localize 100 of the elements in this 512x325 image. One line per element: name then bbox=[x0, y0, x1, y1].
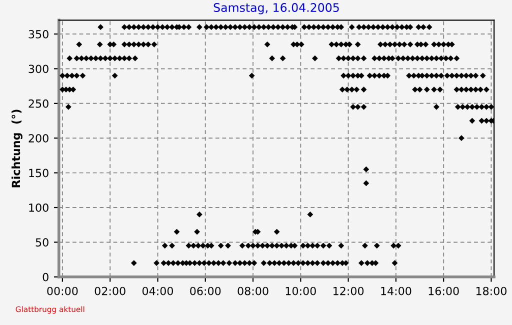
y-tick-label: 50 bbox=[36, 238, 48, 247]
point bbox=[80, 72, 86, 79]
point bbox=[195, 242, 202, 249]
point bbox=[126, 55, 132, 62]
point bbox=[372, 55, 378, 62]
point bbox=[206, 260, 212, 266]
y-tick-label: 300 bbox=[28, 64, 48, 74]
point bbox=[448, 55, 454, 62]
y-tick-label: 0 bbox=[42, 272, 48, 282]
point bbox=[358, 260, 364, 266]
point bbox=[245, 242, 252, 249]
point bbox=[88, 55, 94, 62]
point bbox=[194, 228, 200, 235]
point bbox=[174, 228, 180, 235]
point bbox=[260, 260, 267, 266]
point bbox=[404, 55, 411, 62]
point bbox=[354, 55, 361, 62]
point bbox=[406, 72, 412, 79]
point bbox=[266, 260, 273, 266]
point bbox=[438, 72, 444, 79]
point bbox=[463, 86, 470, 92]
point bbox=[251, 260, 258, 266]
point bbox=[354, 104, 361, 110]
point bbox=[364, 260, 370, 266]
point bbox=[363, 166, 370, 172]
point bbox=[280, 55, 286, 62]
point bbox=[225, 242, 231, 249]
point bbox=[416, 86, 423, 92]
point bbox=[274, 242, 280, 249]
point bbox=[422, 41, 429, 48]
point bbox=[454, 55, 460, 62]
point bbox=[387, 41, 393, 48]
point bbox=[366, 72, 373, 79]
point bbox=[345, 55, 352, 62]
point bbox=[410, 72, 417, 79]
point bbox=[338, 41, 344, 48]
y-tick-label: 250 bbox=[28, 99, 48, 108]
point bbox=[304, 260, 311, 266]
point bbox=[330, 260, 336, 266]
point bbox=[102, 55, 108, 62]
point bbox=[112, 72, 118, 79]
point bbox=[239, 242, 246, 249]
point bbox=[300, 242, 306, 249]
point bbox=[444, 72, 450, 79]
point bbox=[130, 260, 137, 266]
point bbox=[78, 55, 84, 62]
point bbox=[484, 118, 490, 124]
point bbox=[362, 242, 368, 249]
point bbox=[463, 72, 470, 79]
point bbox=[381, 55, 387, 62]
x-tick-label: 08:00 bbox=[238, 286, 268, 296]
point bbox=[186, 242, 192, 249]
point bbox=[396, 41, 402, 48]
point bbox=[472, 72, 479, 79]
x-tick-label: 12:00 bbox=[334, 286, 364, 296]
point bbox=[468, 72, 474, 79]
point bbox=[438, 55, 444, 62]
x-tick-label: 10:00 bbox=[286, 286, 316, 296]
point bbox=[169, 242, 175, 249]
point bbox=[360, 55, 367, 62]
point bbox=[312, 55, 318, 62]
point bbox=[162, 242, 168, 249]
point bbox=[190, 242, 196, 249]
x-tick-label: 04:00 bbox=[142, 286, 174, 296]
point bbox=[428, 55, 435, 62]
point bbox=[151, 41, 158, 48]
point bbox=[360, 86, 367, 92]
point bbox=[218, 242, 224, 249]
y-axis-title: Richtung (°) bbox=[12, 110, 22, 188]
point bbox=[66, 55, 73, 62]
point bbox=[264, 242, 270, 249]
point bbox=[488, 104, 494, 110]
point bbox=[454, 72, 460, 79]
point bbox=[469, 104, 476, 110]
point bbox=[92, 55, 99, 62]
y-tick-label: 200 bbox=[28, 134, 48, 142]
point bbox=[136, 41, 142, 48]
point bbox=[484, 104, 490, 110]
point bbox=[372, 72, 378, 79]
point bbox=[469, 118, 476, 124]
point bbox=[166, 260, 172, 266]
point bbox=[246, 260, 252, 266]
point bbox=[269, 55, 276, 62]
point bbox=[314, 242, 320, 249]
x-tick-label: 16:00 bbox=[428, 286, 459, 296]
point bbox=[248, 72, 255, 79]
point bbox=[478, 104, 485, 110]
point bbox=[354, 86, 360, 92]
point bbox=[145, 41, 152, 48]
point bbox=[64, 72, 70, 79]
point bbox=[226, 260, 232, 266]
point bbox=[395, 55, 402, 62]
point bbox=[65, 104, 72, 110]
x-tick-label: 02:00 bbox=[94, 286, 126, 296]
point bbox=[320, 260, 326, 266]
point bbox=[458, 86, 464, 92]
point bbox=[374, 242, 380, 249]
point bbox=[363, 180, 370, 186]
point bbox=[220, 260, 226, 266]
point bbox=[126, 41, 132, 48]
